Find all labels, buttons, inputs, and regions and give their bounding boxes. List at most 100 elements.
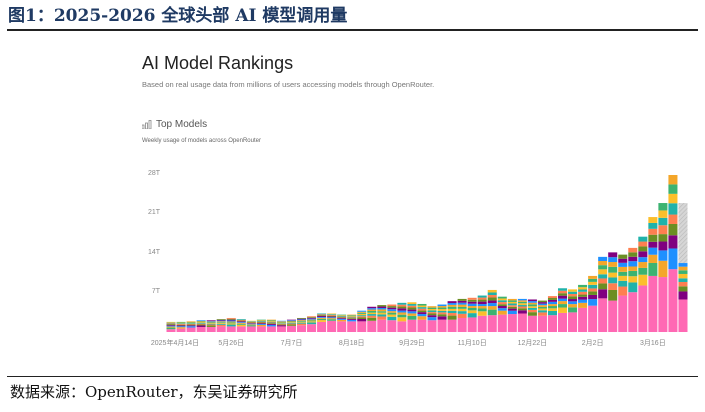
bar-segment-other-model: [367, 315, 377, 318]
bar-segment-other-model: [507, 303, 517, 306]
bar-segment-other-model: [387, 311, 397, 313]
x-tick-label: 3月16日: [640, 340, 666, 347]
bar-segment-other-model: [477, 308, 487, 312]
bar-segment-top-model: [447, 319, 457, 332]
bar-segment-other-model: [216, 323, 226, 325]
bar-segment-other-model: [507, 305, 517, 307]
bar-segment-other-model: [246, 323, 256, 324]
bar-segment-other-model: [427, 309, 437, 311]
bar-segment-top-model: [668, 269, 678, 332]
bar-segment-other-model: [256, 319, 266, 321]
bar-segment-other-model: [628, 276, 638, 283]
bar-segment-other-model: [236, 324, 246, 327]
bar-segment-other-model: [186, 323, 196, 324]
bar-segment-top-model: [196, 326, 206, 332]
bar-segment-other-model: [347, 316, 357, 318]
bar-segment-other-model: [307, 317, 317, 319]
bar-segment-other-model: [638, 246, 648, 252]
bar-segment-other-model: [216, 319, 226, 321]
bar-segment-other-model: [658, 217, 668, 226]
bar-segment-other-model: [467, 297, 477, 300]
y-tick-label: 21T: [147, 209, 160, 217]
x-tick-label: 11月10日: [457, 340, 487, 347]
bar-segment-other-model: [527, 302, 537, 305]
bar-segment-other-model: [628, 256, 638, 262]
bar-segment-top-model: [628, 292, 638, 332]
bar-segment-other-model: [568, 301, 578, 305]
bar-segment-other-model: [196, 321, 206, 323]
bar-segment-other-model: [266, 323, 276, 324]
bar-segment-top-model: [477, 315, 487, 332]
bar-segment-other-model: [216, 321, 226, 323]
bar-segment-other-model: [166, 322, 176, 324]
bar-segment-other-model: [547, 298, 557, 300]
bar-segment-other-model: [668, 235, 678, 249]
bar-segment-other-model: [598, 283, 608, 290]
x-tick-label: 7月7日: [280, 340, 303, 347]
bar-segment-top-model: [467, 317, 477, 332]
bar-segment-top-model: [216, 326, 226, 332]
bar-segment-top-model: [286, 325, 296, 332]
bar-segment-other-model: [266, 319, 276, 321]
bar-segment-other-model: [427, 312, 437, 314]
bar-segment-top-model: [437, 319, 447, 332]
bar-segment-other-model: [216, 322, 226, 323]
bar-segment-other-model: [166, 323, 176, 325]
bar-segment-other-model: [297, 321, 307, 322]
bar-segment-other-model: [367, 317, 377, 321]
bar-segment-other-model: [367, 306, 377, 309]
bar-segment-other-model: [527, 306, 537, 308]
bar-segment-other-model: [266, 324, 276, 327]
bar-segment-other-model: [457, 313, 467, 318]
bar-segment-other-model: [417, 314, 427, 317]
bar-segment-top-model: [547, 315, 557, 332]
bar-segment-other-model: [256, 322, 266, 324]
bar-segment-other-model: [276, 321, 286, 323]
bar-segment-top-model: [648, 275, 658, 332]
bar-segment-other-model: [347, 318, 357, 320]
bar-segment-other-model: [547, 306, 557, 309]
bar-segment-other-model: [507, 310, 517, 315]
bar-segment-other-model: [186, 322, 196, 324]
bar-segment-other-model: [437, 316, 447, 320]
bar-segment-other-model: [658, 241, 668, 251]
bar-segment-other-model: [558, 307, 568, 313]
x-tick-label: 2月2日: [581, 340, 604, 347]
bar-segment-other-model: [297, 322, 307, 324]
bar-segment-top-model: [266, 326, 276, 332]
bar-segment-other-model: [638, 262, 648, 268]
bar-segment-other-model: [437, 314, 447, 317]
bar-segment-other-model: [497, 302, 507, 305]
bar-segment-other-model: [457, 308, 467, 312]
bar-segment-other-model: [166, 321, 176, 323]
bar-segment-other-model: [678, 263, 688, 267]
bar-segment-top-model: [246, 326, 256, 332]
bar-segment-top-model: [638, 285, 648, 332]
bar-segment-other-model: [256, 323, 266, 324]
bar-segment-other-model: [487, 306, 497, 310]
bar-segment-other-model: [648, 262, 658, 276]
bar-segment-top-model: [377, 319, 387, 332]
bar-segment-other-model: [628, 282, 638, 293]
bar-segment-other-model: [608, 257, 618, 263]
bar-segment-other-model: [668, 184, 678, 194]
bar-segment-other-model: [377, 314, 387, 317]
bar-segment-top-model: [527, 315, 537, 332]
bar-segment-other-model: [307, 320, 317, 322]
bar-segment-other-model: [547, 304, 557, 307]
bar-segment-other-model: [608, 272, 618, 278]
bar-segment-other-model: [347, 314, 357, 316]
bar-segment-other-model: [226, 324, 236, 327]
bar-segment-other-model: [558, 295, 568, 299]
bar-segment-other-model: [578, 296, 588, 300]
bar-segment-other-model: [407, 307, 417, 310]
bar-segment-other-model: [186, 325, 196, 327]
bar-segment-other-model: [397, 306, 407, 309]
bar-segment-other-model: [377, 309, 387, 312]
bar-segment-other-model: [558, 288, 568, 291]
bar-segment-other-model: [256, 324, 266, 327]
bar-segment-other-model: [236, 322, 246, 324]
bar-segment-other-model: [658, 250, 668, 261]
bar-segment-other-model: [286, 319, 296, 321]
